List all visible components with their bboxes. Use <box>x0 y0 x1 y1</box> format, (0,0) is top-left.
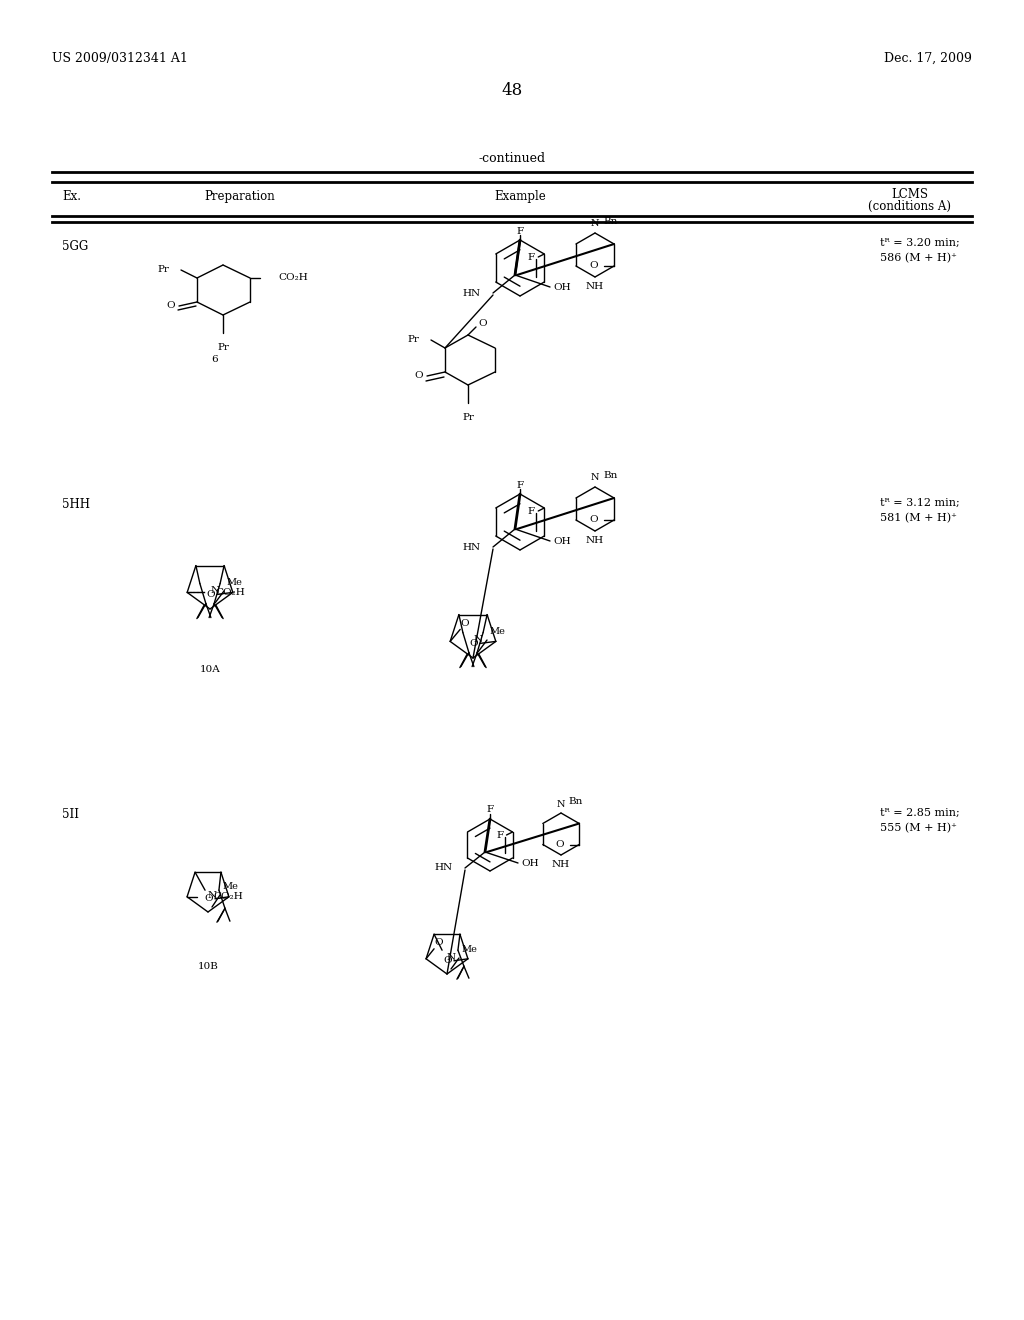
Text: Ex.: Ex. <box>62 190 81 203</box>
Text: HN: HN <box>435 863 453 873</box>
Text: F: F <box>527 252 535 261</box>
Text: (conditions A): (conditions A) <box>868 201 951 213</box>
Text: N: N <box>591 219 599 228</box>
Text: Me: Me <box>461 945 477 954</box>
Text: 581 (M + H)⁺: 581 (M + H)⁺ <box>880 513 956 523</box>
Text: N: N <box>473 635 482 644</box>
Text: O: O <box>167 301 175 310</box>
Text: 5GG: 5GG <box>62 240 88 253</box>
Text: CO₂H: CO₂H <box>213 892 243 902</box>
Text: N: N <box>446 953 456 962</box>
Text: O: O <box>205 894 213 903</box>
Text: NH: NH <box>586 536 604 545</box>
Text: O: O <box>207 590 215 599</box>
Text: tᴿ = 3.20 min;: tᴿ = 3.20 min; <box>880 238 959 248</box>
Text: 10B: 10B <box>198 962 218 972</box>
Text: O: O <box>415 371 423 380</box>
Text: Pr: Pr <box>217 343 229 352</box>
Text: F: F <box>516 227 523 235</box>
Text: NH: NH <box>586 282 604 290</box>
Text: N: N <box>208 891 216 900</box>
Text: F: F <box>486 805 494 814</box>
Text: Pr: Pr <box>462 413 474 422</box>
Text: OH: OH <box>521 858 539 867</box>
Text: CO₂H: CO₂H <box>215 587 245 597</box>
Text: Example: Example <box>495 190 546 203</box>
Text: O: O <box>478 318 487 327</box>
Text: Preparation: Preparation <box>205 190 275 203</box>
Text: Me: Me <box>226 578 242 587</box>
Text: 5II: 5II <box>62 808 79 821</box>
Text: F: F <box>527 507 535 516</box>
Text: Pr: Pr <box>157 265 169 275</box>
Text: Dec. 17, 2009: Dec. 17, 2009 <box>884 51 972 65</box>
Text: O: O <box>590 261 598 271</box>
Text: 5HH: 5HH <box>62 498 90 511</box>
Text: Bn: Bn <box>603 216 617 226</box>
Text: O: O <box>435 939 443 948</box>
Text: F: F <box>516 480 523 490</box>
Text: O: O <box>556 840 564 849</box>
Text: 555 (M + H)⁺: 555 (M + H)⁺ <box>880 822 956 833</box>
Text: NH: NH <box>552 861 570 869</box>
Text: LCMS: LCMS <box>892 187 929 201</box>
Text: Bn: Bn <box>603 470 617 479</box>
Text: Me: Me <box>222 882 238 891</box>
Text: F: F <box>497 830 504 840</box>
Text: O: O <box>461 619 469 628</box>
Text: O: O <box>443 956 453 965</box>
Text: tᴿ = 3.12 min;: tᴿ = 3.12 min; <box>880 498 959 508</box>
Text: Me: Me <box>489 627 505 636</box>
Text: N: N <box>557 800 565 809</box>
Text: US 2009/0312341 A1: US 2009/0312341 A1 <box>52 51 187 65</box>
Text: HN: HN <box>463 543 481 552</box>
Text: N: N <box>211 586 219 595</box>
Text: Pr: Pr <box>408 335 419 345</box>
Text: N: N <box>591 473 599 482</box>
Text: HN: HN <box>463 289 481 297</box>
Text: 10A: 10A <box>200 665 220 675</box>
Text: 48: 48 <box>502 82 522 99</box>
Text: OH: OH <box>553 536 570 545</box>
Text: CO₂H: CO₂H <box>278 273 308 282</box>
Text: -continued: -continued <box>478 152 546 165</box>
Text: O: O <box>590 516 598 524</box>
Text: 6: 6 <box>212 355 218 364</box>
Text: 586 (M + H)⁺: 586 (M + H)⁺ <box>880 253 956 263</box>
Text: tᴿ = 2.85 min;: tᴿ = 2.85 min; <box>880 808 959 818</box>
Text: O: O <box>470 639 478 648</box>
Text: OH: OH <box>553 282 570 292</box>
Text: Bn: Bn <box>568 797 583 807</box>
